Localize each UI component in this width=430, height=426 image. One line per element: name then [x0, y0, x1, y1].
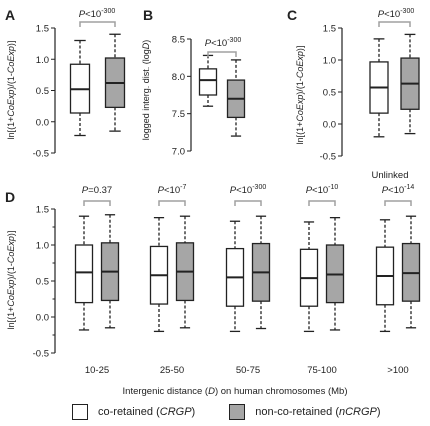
panel-d-axis-tick-label: -0.5	[33, 349, 49, 360]
panel-b-axis-tick-label: 7.5	[172, 109, 185, 120]
panel-d-pvalue: P<10-300	[230, 184, 267, 196]
panel-d-box-non-co-retained	[251, 215, 271, 330]
panel-a-axis-tick-label: 1.0	[36, 55, 49, 66]
panel-d-box-non-co-retained	[401, 215, 421, 329]
panel-d-bracket	[384, 200, 412, 206]
panel-b-pvalue: P<10-300	[205, 37, 242, 49]
panel-d-category-label: 75-100	[307, 365, 337, 376]
legend-non-co-retained: non-co-retained (nCRGP)	[229, 404, 381, 420]
panel-d-pvalue: P<10-10	[306, 184, 339, 196]
panel-d-box-co-retained	[299, 221, 319, 333]
panel-a-box-co-retained	[69, 39, 91, 137]
panel-d-box-co-retained	[149, 216, 169, 333]
panel-d-bracket	[308, 200, 336, 206]
panel-d-box-non-co-retained	[175, 215, 195, 329]
panel-b-box-co-retained	[198, 54, 218, 107]
panel-d-axis-tick-label: 0.0	[36, 313, 49, 324]
panel-d-axis-tick-label: 1.5	[36, 205, 49, 216]
panel-d-pvalue: P=0.37	[82, 185, 112, 196]
panel-d-category-label: 25-50	[160, 365, 184, 376]
panel-d-bracket	[158, 200, 186, 206]
panel-d-letter: D	[5, 189, 15, 205]
panel-a-letter: A	[5, 7, 15, 23]
panel-c-box-co-retained	[369, 38, 389, 138]
panel-d-axis-tick-label: 1.0	[36, 241, 49, 252]
panel-a-box-non-co-retained	[104, 33, 126, 132]
legend: co-retained (CRGP) non-co-retained (nCRG…	[72, 404, 381, 420]
panel-d-bracket	[234, 200, 262, 206]
panel-b-letter: B	[143, 7, 153, 23]
panel-b-axis-tick-label: 8.5	[172, 35, 185, 46]
panel-d-axis-tick-label: 0.5	[36, 277, 49, 288]
panel-d-box-non-co-retained	[100, 214, 120, 329]
legend-swatch-grey	[229, 404, 246, 420]
panel-c-xlabel: Unlinked	[372, 170, 409, 181]
legend-co-retained: co-retained (CRGP)	[72, 404, 195, 420]
panel-c-ylabel: ln[(1+CoExp)/(1-CoExp)]	[295, 46, 305, 145]
panel-c-axis-tick-label: 1.0	[323, 56, 336, 67]
panel-a-axis-tick-label: 0.0	[36, 117, 49, 128]
panel-a-pvalue: P<10-300	[79, 8, 116, 20]
panel-d-category-label: 10-25	[85, 365, 109, 376]
panel-b-axis-tick-label: 8.0	[172, 72, 185, 83]
panel-c-box-non-co-retained	[400, 33, 420, 135]
panel-c-axis-tick-label: 0.0	[323, 120, 336, 131]
panel-d-pvalue: P<10-7	[158, 184, 187, 196]
panel-d-category-label: >100	[387, 365, 408, 376]
panel-a-axis-tick-label: -0.5	[33, 149, 49, 160]
panel-d-xlabel: Intergenic distance (D) on human chromos…	[123, 386, 348, 397]
panel-d-box-co-retained	[375, 219, 395, 333]
panel-b-box-non-co-retained	[226, 59, 246, 137]
panel-c-letter: C	[287, 7, 297, 23]
panel-d-ylabel: ln[(1+CoExp)/(1-CoExp)]	[6, 231, 16, 330]
panel-d-bracket	[83, 200, 111, 206]
legend-label-co-retained: co-retained (CRGP)	[98, 406, 196, 418]
panel-b-ylabel: logged interg. dist. (logD)	[141, 40, 151, 141]
legend-label-non-co-retained: non-co-retained (nCRGP)	[255, 406, 381, 418]
panel-a-ylabel: ln[(1+CoExp)/(1-CoExp)]	[6, 41, 16, 140]
panel-a-bracket	[79, 21, 116, 27]
panel-c-pvalue: P<10-300	[378, 8, 415, 20]
panel-c-axis-tick-label: 0.5	[323, 88, 336, 99]
panel-d-box-co-retained	[225, 220, 245, 333]
legend-swatch-white	[72, 404, 88, 420]
box-iqr	[198, 68, 218, 96]
panel-a-axis-tick-label: 1.5	[36, 24, 49, 35]
panel-d-box-co-retained	[74, 215, 94, 331]
panel-c-axis-tick-label: -0.5	[320, 152, 336, 163]
panel-b-axis-tick-label: 7.0	[172, 147, 185, 158]
box-iqr	[74, 244, 94, 304]
panel-c-bracket	[378, 21, 411, 27]
panel-a-axis-tick-label: 0.5	[36, 86, 49, 97]
panel-d-pvalue: P<10-14	[382, 184, 415, 196]
panel-d-box-non-co-retained	[325, 216, 345, 331]
panel-d-category-label: 50-75	[236, 365, 260, 376]
panel-b-bracket	[207, 51, 237, 57]
panel-c-axis-tick-label: 1.5	[323, 24, 336, 35]
